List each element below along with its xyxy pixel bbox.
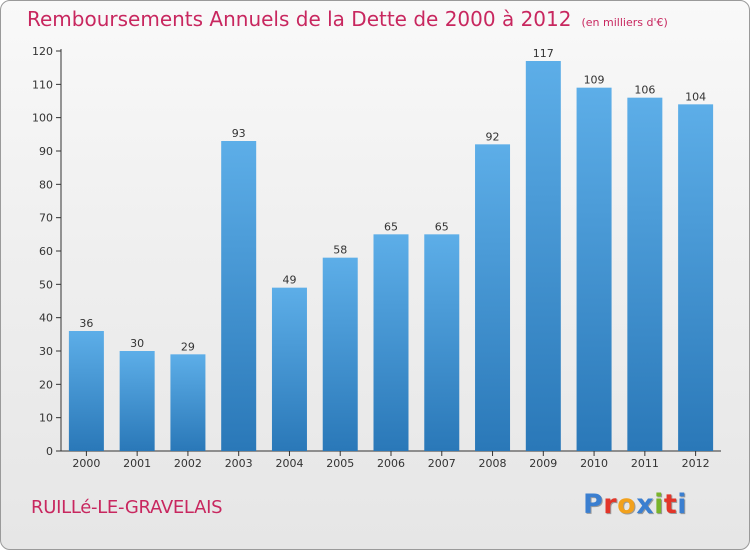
bar-2008	[475, 144, 511, 452]
bar-2007	[424, 234, 460, 451]
logo-letter: t	[663, 489, 678, 520]
y-tick-label: 50	[39, 278, 53, 291]
x-tick-label: 2005	[326, 457, 354, 470]
value-label-2002: 29	[181, 340, 195, 353]
value-label-2009: 117	[533, 47, 554, 60]
labels: 0 10 20 30 40 50 60 70 80 90 100 110 120 2000 36 2001 30…	[32, 45, 710, 470]
proxiti-logo: Proxiti	[583, 489, 687, 520]
x-tick-label: 2008	[479, 457, 507, 470]
chart-subtitle: (en milliers d'€)	[581, 16, 668, 29]
y-tick-label: 30	[39, 345, 53, 358]
bar-2001	[119, 351, 155, 451]
x-tick-label: 2007	[428, 457, 456, 470]
chart-title: Remboursements Annuels de la Dette de 20…	[27, 7, 668, 31]
x-tick-label: 2004	[275, 457, 303, 470]
bar-2005	[322, 257, 358, 451]
x-tick-label: 2001	[123, 457, 151, 470]
y-tick-label: 100	[32, 112, 53, 125]
y-tick-label: 80	[39, 178, 53, 191]
logo-letter: P	[583, 489, 604, 520]
bar-2002	[170, 354, 206, 451]
x-tick-label: 2012	[682, 457, 710, 470]
x-tick-label: 2000	[72, 457, 100, 470]
logo-letter: o	[617, 489, 637, 520]
bar-2000	[68, 331, 104, 451]
x-tick-label: 2003	[225, 457, 253, 470]
value-label-2001: 30	[130, 337, 144, 350]
y-tick-label: 10	[39, 412, 53, 425]
bar-2003	[221, 141, 257, 451]
logo-letter: i	[677, 489, 688, 520]
bar-2009	[525, 61, 561, 451]
x-tick-label: 2009	[529, 457, 557, 470]
value-label-2008: 92	[486, 130, 500, 143]
value-label-2011: 106	[634, 84, 655, 97]
value-label-2000: 36	[79, 317, 93, 330]
value-label-2005: 58	[333, 244, 347, 257]
value-label-2012: 104	[685, 90, 706, 103]
y-tick-label: 60	[39, 245, 53, 258]
y-tick-label: 70	[39, 212, 53, 225]
x-tick-label: 2011	[631, 457, 659, 470]
y-tick-label: 110	[32, 78, 53, 91]
logo-letter: x	[636, 489, 655, 520]
logo-letter: r	[603, 489, 618, 520]
logo-letter: i	[654, 489, 664, 520]
x-tick-label: 2010	[580, 457, 608, 470]
y-tick-label: 120	[32, 45, 53, 58]
value-label-2004: 49	[282, 274, 296, 287]
value-label-2007: 65	[435, 220, 449, 233]
bars	[68, 61, 714, 452]
y-tick-label: 40	[39, 312, 53, 325]
commune-name: RUILLé-LE-GRAVELAIS	[31, 497, 223, 518]
x-tick-label: 2006	[377, 457, 405, 470]
y-tick-label: 20	[39, 378, 53, 391]
value-label-2003: 93	[232, 127, 246, 140]
y-tick-label: 90	[39, 145, 53, 158]
bar-2010	[576, 87, 612, 452]
value-label-2010: 109	[584, 74, 605, 87]
bar-2011	[627, 97, 663, 452]
bar-2012	[678, 104, 714, 451]
x-tick-label: 2002	[174, 457, 202, 470]
value-label-2006: 65	[384, 220, 398, 233]
bar-2006	[373, 234, 409, 451]
chart-title-text: Remboursements Annuels de la Dette de 20…	[27, 7, 572, 31]
bar-2004	[271, 287, 307, 451]
y-tick-label: 0	[46, 445, 53, 458]
